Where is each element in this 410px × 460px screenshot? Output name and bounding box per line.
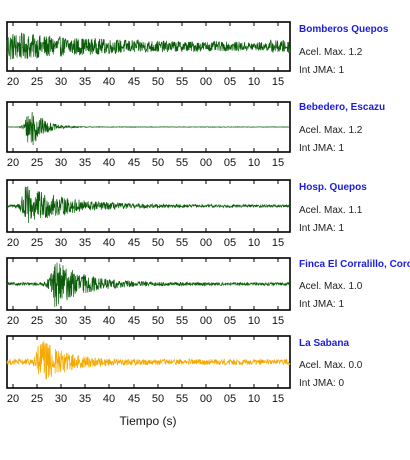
x-tick-label: 50 [152, 393, 164, 405]
x-tick-label: 55 [176, 393, 188, 405]
x-tick-label: 25 [31, 237, 43, 249]
x-tick-label: 05 [224, 76, 236, 88]
x-axis-title: Tiempo (s) [120, 414, 177, 428]
x-tick-label: 35 [79, 76, 91, 88]
x-tick-label: 15 [272, 315, 284, 327]
x-tick-label: 45 [128, 237, 140, 249]
x-tick-label: 40 [103, 76, 115, 88]
waveform-3 [6, 262, 291, 308]
waveform-1 [6, 112, 291, 145]
x-tick-label: 30 [55, 393, 67, 405]
x-tick-label: 30 [55, 315, 67, 327]
int-jma-label: Int JMA: 1 [299, 143, 345, 154]
x-tick-label: 20 [7, 237, 19, 249]
waveform-0 [6, 32, 291, 60]
x-tick-label: 10 [248, 237, 260, 249]
x-tick-label: 00 [200, 237, 212, 249]
acel-max-label: Acel. Max. 1.0 [299, 281, 363, 292]
x-tick-label: 30 [55, 76, 67, 88]
x-tick-label: 20 [7, 315, 19, 327]
station-name: Bomberos Quepos [299, 24, 389, 35]
x-tick-label: 05 [224, 315, 236, 327]
x-tick-label: 50 [152, 157, 164, 169]
int-jma-label: Int JMA: 1 [299, 223, 345, 234]
acel-max-label: Acel. Max. 1.1 [299, 205, 363, 216]
x-tick-label: 45 [128, 76, 140, 88]
x-tick-label: 00 [200, 157, 212, 169]
x-tick-label: 10 [248, 393, 260, 405]
x-tick-label: 05 [224, 237, 236, 249]
x-tick-label: 30 [55, 237, 67, 249]
station-label-0: Bomberos Quepos Acel. Max. 1.2 Int JMA: … [299, 24, 410, 76]
x-tick-label: 35 [79, 315, 91, 327]
x-tick-label: 15 [272, 237, 284, 249]
x-tick-label: 40 [103, 157, 115, 169]
x-tick-label: 40 [103, 237, 115, 249]
station-name: Bebedero, Escazu [299, 102, 386, 113]
acel-max-label: Acel. Max. 1.2 [299, 47, 363, 58]
x-tick-label: 20 [7, 76, 19, 88]
x-tick-label: 10 [248, 315, 260, 327]
int-jma-label: Int JMA: 1 [299, 299, 345, 310]
x-tick-label: 30 [55, 157, 67, 169]
x-tick-label: 15 [272, 393, 284, 405]
station-name: La Sabana [299, 338, 350, 349]
x-tick-label: 50 [152, 237, 164, 249]
x-tick-label: 15 [272, 157, 284, 169]
x-tick-label: 35 [79, 393, 91, 405]
x-tick-label: 35 [79, 237, 91, 249]
station-label-1: Bebedero, Escazu Acel. Max. 1.2 Int JMA:… [299, 102, 410, 154]
x-tick-label: 20 [7, 157, 19, 169]
x-tick-label: 50 [152, 315, 164, 327]
x-tick-label: 00 [200, 315, 212, 327]
x-tick-label: 10 [248, 157, 260, 169]
waveform-2 [6, 186, 291, 223]
x-tick-label: 25 [31, 315, 43, 327]
x-tick-label: 25 [31, 393, 43, 405]
x-tick-label: 55 [176, 157, 188, 169]
x-tick-label: 45 [128, 315, 140, 327]
station-label-3: Finca El Corralillo, Corc Acel. Max. 1.0… [299, 259, 410, 310]
x-tick-label: 05 [224, 157, 236, 169]
x-tick-label: 00 [200, 76, 212, 88]
x-tick-label: 45 [128, 157, 140, 169]
x-tick-label: 45 [128, 393, 140, 405]
station-label-2: Hosp. Quepos Acel. Max. 1.1 Int JMA: 1 [299, 182, 410, 234]
x-tick-label: 20 [7, 393, 19, 405]
x-tick-label: 10 [248, 76, 260, 88]
acel-max-label: Acel. Max. 1.2 [299, 125, 363, 136]
station-name: Hosp. Quepos [299, 182, 367, 193]
x-tick-label: 00 [200, 393, 212, 405]
x-tick-label: 15 [272, 76, 284, 88]
x-tick-label: 25 [31, 157, 43, 169]
x-tick-label: 50 [152, 76, 164, 88]
x-tick-label: 40 [103, 315, 115, 327]
waveform-4 [6, 341, 291, 380]
int-jma-label: Int JMA: 1 [299, 65, 345, 76]
x-tick-label: 40 [103, 393, 115, 405]
station-name: Finca El Corralillo, Corc [299, 259, 410, 270]
station-label-4: La Sabana Acel. Max. 0.0 Int JMA: 0 [299, 338, 410, 389]
int-jma-label: Int JMA: 0 [299, 378, 345, 389]
x-tick-label: 55 [176, 315, 188, 327]
x-tick-label: 25 [31, 76, 43, 88]
x-tick-label: 35 [79, 157, 91, 169]
acel-max-label: Acel. Max. 0.0 [299, 360, 363, 371]
x-tick-label: 55 [176, 237, 188, 249]
x-tick-label: 05 [224, 393, 236, 405]
x-tick-label: 55 [176, 76, 188, 88]
